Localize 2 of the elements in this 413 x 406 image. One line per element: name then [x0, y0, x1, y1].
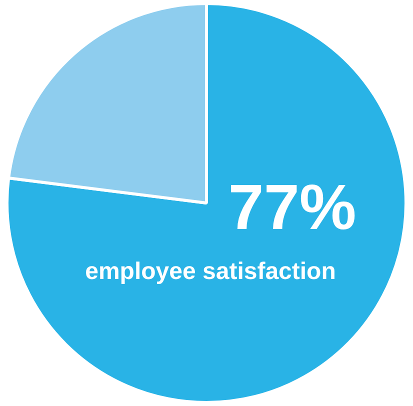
data-label: 77% — [228, 170, 356, 243]
slice-label: employee satisfaction — [85, 258, 336, 285]
